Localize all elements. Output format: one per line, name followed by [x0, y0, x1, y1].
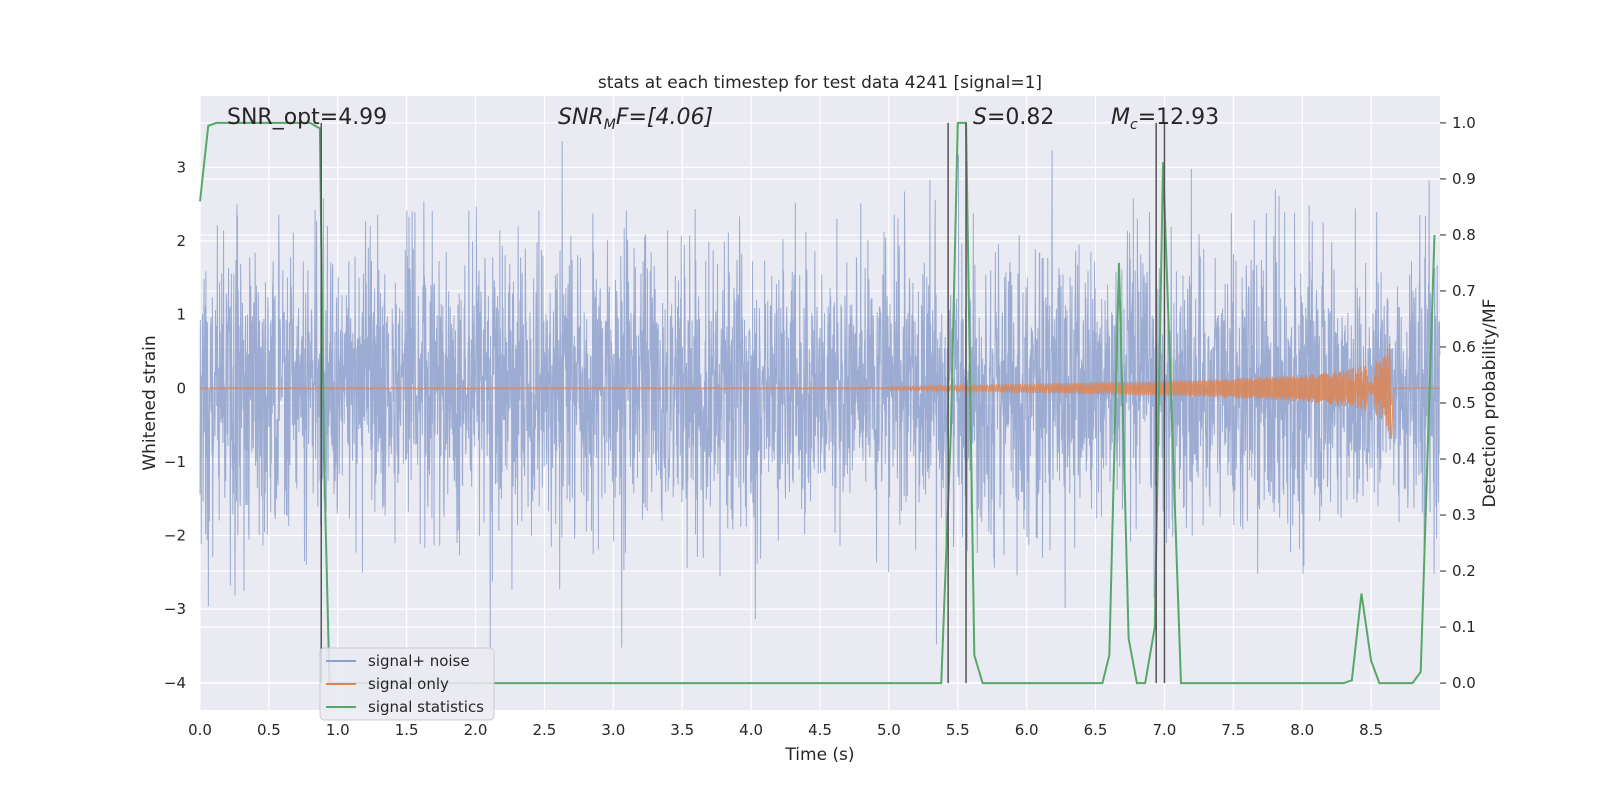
- x-tick-label: 8.5: [1359, 721, 1383, 739]
- x-axis-label: Time (s): [784, 745, 854, 765]
- y-left-tick-label: −1: [164, 453, 186, 471]
- y-left-tick-label: 1: [176, 306, 186, 324]
- y-right-tick-label: 0.1: [1452, 618, 1476, 636]
- y-left-tick-label: 0: [176, 379, 186, 397]
- x-tick-label: 1.0: [326, 721, 350, 739]
- x-tick-label: 7.0: [1153, 721, 1177, 739]
- vertical-markers: [320, 122, 1166, 684]
- x-tick-label: 7.5: [1221, 721, 1245, 739]
- y-left-tick-label: 3: [176, 158, 186, 176]
- x-tick-label: 6.0: [1015, 721, 1039, 739]
- x-tick-label: 4.0: [739, 721, 763, 739]
- snr-mf-rest: F=[4.06]: [616, 105, 713, 130]
- x-tick-label: 8.0: [1290, 721, 1314, 739]
- y-left-tick-label: −3: [164, 600, 186, 618]
- annotation-snr-opt: SNR_opt=4.99: [227, 105, 387, 130]
- y-right-tick-label: 0.5: [1452, 394, 1476, 412]
- y-right-tick-label: 0.2: [1452, 562, 1476, 580]
- signal-statistics-line: [199, 121, 1436, 685]
- x-tick-labels: 0.0 0.5 1.0 1.5 2.0 2.5 3.0 3.5 4.0 4.5 5.0 5.5 6.0 6…: [188, 721, 1383, 739]
- x-tick-label: 6.5: [1084, 721, 1108, 739]
- legend-label-signal: signal only: [368, 675, 449, 693]
- series-signal-only: [199, 343, 1440, 439]
- x-tick-label: 1.5: [395, 721, 419, 739]
- mc-label: M: [1111, 105, 1130, 130]
- chart-title: stats at each timestep for test data 424…: [598, 73, 1042, 93]
- x-tick-label: 0.5: [257, 721, 281, 739]
- y-right-tick-label: 0.7: [1452, 282, 1476, 300]
- y-left-tick-label: −2: [164, 527, 186, 545]
- y-axis-label-right: Detection probability/MF: [1480, 299, 1500, 508]
- y-right-tick-label: 1.0: [1452, 114, 1476, 132]
- legend-label-stats: signal statistics: [368, 698, 484, 716]
- series-signal-plus-noise: [199, 141, 1441, 658]
- x-tick-label: 2.0: [464, 721, 488, 739]
- s-rest: =0.82: [987, 105, 1054, 130]
- y-left-tick-labels: −4 −3 −2 −1 0 1 2 3: [164, 158, 186, 691]
- snr-mf-sub: M: [604, 117, 616, 133]
- y-left-tick-label: −4: [164, 674, 186, 692]
- annotation-s: S=0.82: [973, 105, 1054, 130]
- y-right-tick-label: 0.8: [1452, 226, 1476, 244]
- y-right-tick-label: 0.4: [1452, 450, 1476, 468]
- y-right-tick-labels: 0.0 0.1 0.2 0.3 0.4 0.5 0.6 0.7 0.8 0.9 1.0: [1452, 114, 1476, 692]
- right-tick-marks: [1440, 122, 1446, 684]
- x-tick-label: 3.0: [601, 721, 625, 739]
- legend: signal+ noise signal only signal statist…: [319, 647, 495, 721]
- x-tick-label: 4.5: [808, 721, 832, 739]
- snr-mf-base: SNR: [558, 105, 604, 130]
- mc-sub: c: [1130, 117, 1138, 133]
- mc-rest: =12.93: [1138, 105, 1219, 130]
- series-signal-statistics: [199, 121, 1436, 685]
- legend-box: [319, 647, 495, 721]
- signal-only-line: [199, 343, 1440, 439]
- y-right-tick-label: 0.0: [1452, 674, 1476, 692]
- x-tick-label: 3.5: [670, 721, 694, 739]
- y-axis-label-left: Whitened strain: [140, 335, 160, 470]
- s-label: S: [973, 105, 987, 130]
- annotation-snr-mf: SNRMF=[4.06]: [558, 105, 713, 133]
- x-tick-label: 5.5: [946, 721, 970, 739]
- noise-line: [199, 141, 1441, 658]
- legend-label-noise: signal+ noise: [368, 652, 470, 670]
- annotation-mc: Mc=12.93: [1111, 105, 1219, 133]
- y-right-tick-label: 0.3: [1452, 506, 1476, 524]
- y-right-tick-label: 0.6: [1452, 338, 1476, 356]
- y-right-tick-label: 0.9: [1452, 170, 1476, 188]
- x-tick-label: 5.0: [877, 721, 901, 739]
- x-tick-label: 2.5: [533, 721, 557, 739]
- y-left-tick-label: 2: [176, 232, 186, 250]
- x-tick-label: 0.0: [188, 721, 212, 739]
